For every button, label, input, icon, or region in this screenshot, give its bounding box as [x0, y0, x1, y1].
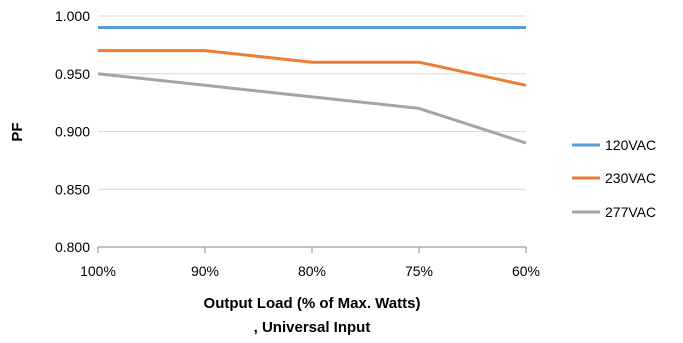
y-tick-label: 0.900	[55, 124, 90, 140]
x-axis	[97, 246, 527, 253]
x-tick-label: 80%	[298, 263, 326, 279]
x-tick-label: 90%	[191, 263, 219, 279]
y-tick-labels: 0.800 0.850 0.900 0.950 1.000	[55, 8, 90, 255]
legend: 120VAC 230VAC 277VAC	[572, 137, 656, 220]
y-tick-label: 0.950	[55, 66, 90, 82]
series-lines	[97, 26, 527, 145]
gridlines	[98, 15, 526, 190]
x-tick-label: 75%	[405, 263, 433, 279]
x-tick-label: 100%	[80, 263, 116, 279]
x-axis-title-line1: Output Load (% of Max. Watts)	[204, 295, 421, 312]
legend-label: 230VAC	[605, 170, 656, 186]
legend-label: 120VAC	[605, 137, 656, 153]
series-line-277VAC	[97, 72, 527, 145]
x-tick-labels: 100% 90% 80% 75% 60%	[80, 263, 540, 279]
x-axis-title-line2: , Universal Input	[254, 319, 371, 336]
y-tick-label: 0.800	[55, 239, 90, 255]
y-tick-label: 0.850	[55, 181, 90, 197]
series-line-230VAC	[98, 49, 527, 87]
y-axis-title: PF	[9, 122, 26, 141]
y-tick-label: 1.000	[55, 8, 90, 24]
x-tick-label: 60%	[512, 263, 540, 279]
legend-label: 277VAC	[605, 204, 656, 220]
